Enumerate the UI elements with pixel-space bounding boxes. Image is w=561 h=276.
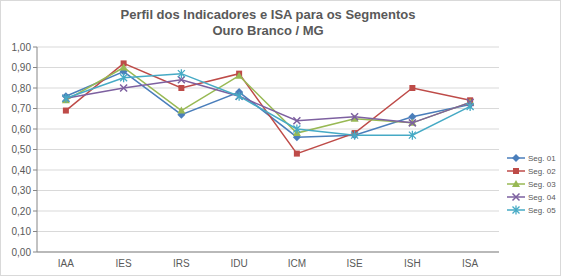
- tick-mark: [33, 252, 37, 253]
- grid-line: [37, 211, 499, 212]
- x-tick-label: IDU: [231, 258, 248, 269]
- y-tick-label: 0,30: [12, 185, 32, 196]
- marker: [294, 151, 300, 157]
- y-tick-label: 1,00: [12, 42, 32, 53]
- series-line: [66, 74, 470, 135]
- chart: Perfil dos Indicadores e ISA para os Seg…: [0, 0, 561, 276]
- marker: [351, 131, 358, 140]
- x-axis: [37, 252, 499, 253]
- legend-marker: [512, 154, 520, 162]
- x-tick-label: IAA: [58, 258, 74, 269]
- marker: [178, 69, 185, 78]
- y-tick-label: 0,90: [12, 62, 32, 73]
- y-tick-label: 0,40: [12, 165, 32, 176]
- grid-line: [37, 170, 499, 171]
- y-tick-label: 0,60: [12, 124, 32, 135]
- marker: [120, 73, 127, 82]
- tick-mark: [33, 88, 37, 89]
- tick-mark: [33, 108, 37, 109]
- subtitle: Ouro Branco / MG: [212, 23, 323, 38]
- x-tick-label: ISE: [347, 258, 363, 269]
- marker: [120, 64, 128, 71]
- y-axis: [37, 47, 38, 252]
- y-tick-label: 0,50: [12, 144, 32, 155]
- marker: [236, 93, 243, 100]
- x-tick-label: ISH: [404, 258, 421, 269]
- legend-label: Seg. 03: [528, 180, 556, 189]
- marker: [62, 95, 69, 102]
- legend-marker: [512, 180, 520, 187]
- grid-line: [37, 129, 499, 130]
- marker: [120, 85, 127, 92]
- tick-mark: [33, 129, 37, 130]
- legend-label: Seg. 04: [528, 193, 556, 202]
- grid-line: [37, 67, 499, 68]
- series-line: [66, 63, 470, 153]
- x-tick-label: IRS: [173, 258, 190, 269]
- grid-line: [37, 88, 499, 89]
- marker: [351, 113, 358, 120]
- marker: [62, 94, 69, 103]
- tick-mark: [33, 149, 37, 150]
- y-tick-label: 0,80: [12, 83, 32, 94]
- tick-mark: [33, 190, 37, 191]
- series-line: [66, 80, 470, 123]
- legend-marker: [513, 168, 519, 174]
- marker: [178, 85, 184, 91]
- grid-line: [37, 47, 499, 48]
- marker: [177, 107, 185, 114]
- legend-marker: [513, 206, 520, 215]
- y-tick-label: 0,70: [12, 103, 32, 114]
- y-tick-label: 0,00: [12, 247, 32, 258]
- x-tick-label: ICM: [288, 258, 306, 269]
- legend-label: Seg. 05: [528, 206, 556, 215]
- x-tick-label: ISA: [462, 258, 478, 269]
- marker: [235, 72, 243, 79]
- legend-label: Seg. 02: [528, 167, 556, 176]
- marker: [409, 119, 416, 126]
- marker: [236, 92, 243, 101]
- chart-frame: [1, 1, 561, 276]
- marker: [467, 102, 474, 111]
- tick-mark: [33, 47, 37, 48]
- marker: [293, 125, 300, 134]
- legend-label: Seg. 01: [528, 154, 556, 163]
- tick-mark: [33, 231, 37, 232]
- grid-line: [37, 149, 499, 150]
- tick-mark: [33, 211, 37, 212]
- y-tick-label: 0,20: [12, 206, 32, 217]
- marker: [409, 85, 415, 91]
- marker: [409, 131, 416, 140]
- title: Perfil dos Indicadores e ISA para os Seg…: [121, 7, 416, 22]
- grid-line: [37, 231, 499, 232]
- legend-marker: [513, 194, 520, 201]
- tick-mark: [33, 170, 37, 171]
- marker: [293, 117, 300, 124]
- x-tick-label: IES: [116, 258, 132, 269]
- y-tick-label: 0,10: [12, 226, 32, 237]
- marker: [63, 108, 69, 114]
- tick-mark: [33, 67, 37, 68]
- plot-area: [62, 60, 474, 156]
- grid-line: [37, 190, 499, 191]
- grid-line: [37, 252, 499, 253]
